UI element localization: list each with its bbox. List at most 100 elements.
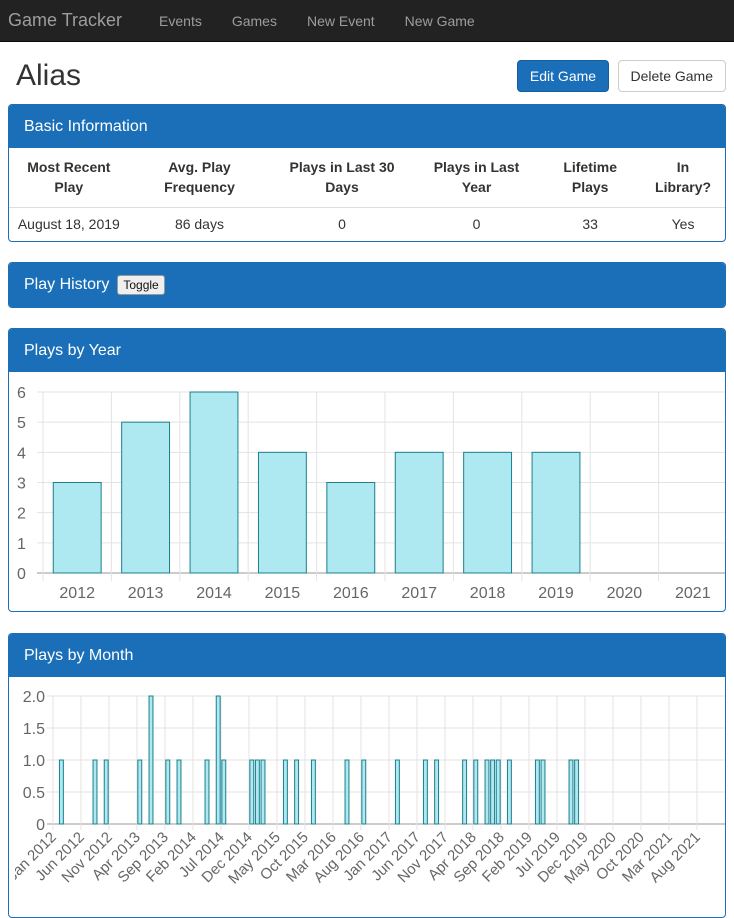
year-y-tick-label: 3: [17, 476, 26, 493]
year-y-tick-label: 1: [17, 536, 26, 553]
month-bar: [484, 759, 490, 825]
year-x-tick-label: 2014: [196, 585, 232, 602]
nav-link-new-event[interactable]: New Event: [306, 12, 375, 29]
value-plays-last-30-days: 0: [338, 216, 346, 232]
edit-game-button[interactable]: Edit Game: [516, 60, 610, 92]
navbar: Game Tracker Events Games New Event New …: [0, 0, 734, 42]
year-bar-2016: [326, 482, 376, 574]
month-bar: [495, 759, 501, 825]
month-bar: [103, 759, 109, 825]
year-x-tick-label: 2016: [333, 585, 369, 602]
year-y-tick-label: 6: [17, 385, 26, 402]
month-bar: [221, 759, 227, 825]
year-x-tick-label: 2015: [265, 585, 301, 602]
month-bar: [148, 695, 154, 825]
play-history-panel: Play History Toggle: [8, 262, 726, 308]
plays-by-year-panel: Plays by Year 0 1 2 3 4 5 6 2012 2013 2014 2015 201…: [8, 328, 726, 612]
basic-info-table: Most Recent Play Avg. Play Frequency Pla…: [9, 148, 725, 241]
year-y-tick-label: 4: [17, 445, 26, 462]
year-y-tick-label: 2: [17, 506, 26, 523]
month-bar: [462, 759, 468, 825]
value-avg-play-frequency: 86 days: [174, 216, 224, 232]
month-bar: [294, 759, 300, 825]
month-y-tick-label: 0.5: [23, 785, 45, 802]
year-x-tick-label: 2019: [538, 585, 574, 602]
month-bar: [506, 759, 512, 825]
year-y-tick-label: 5: [17, 415, 26, 432]
header-lifetime-plays: Lifetime Plays: [539, 148, 642, 208]
month-bar: [574, 759, 580, 825]
basic-info-panel: Basic Information Most Recent Play Avg. …: [8, 104, 726, 242]
nav-link-events[interactable]: Events: [159, 12, 202, 29]
plays-by-month-panel: Plays by Month 0 0.5 1.0 1.5 2.0 Jan 2012 Jun …: [8, 633, 726, 918]
plays-by-year-chart: 0 1 2 3 4 5 6 2012 2013 2014 2015 2016 2017 2018 2019 2…: [17, 385, 725, 602]
plays-by-year-heading: Plays by Year: [9, 329, 725, 372]
header-most-recent-play: Most Recent Play: [9, 148, 129, 208]
year-x-tick-label: 2021: [675, 585, 711, 602]
page-title: Alias: [16, 59, 82, 92]
month-bar: [176, 759, 182, 825]
month-bar: [344, 759, 350, 825]
month-bar: [361, 759, 367, 825]
header-in-library: In Library?: [641, 148, 725, 208]
value-in-library: Yes: [671, 216, 695, 232]
month-bar: [165, 759, 171, 825]
year-bar-2013: [121, 421, 171, 574]
delete-game-button[interactable]: Delete Game: [617, 60, 726, 92]
plays-by-year-chart-body: 0 1 2 3 4 5 6 2012 2013 2014 2015 2016 2017 2018 2019 2…: [9, 372, 725, 611]
month-bar: [254, 759, 260, 825]
year-bar-2019: [531, 451, 581, 574]
header-avg-play-frequency: Avg. Play Frequency: [128, 148, 271, 208]
year-x-tick-label: 2012: [59, 585, 95, 602]
play-history-title: Play History: [24, 276, 110, 293]
month-bar: [473, 759, 479, 825]
month-bar: [260, 759, 266, 825]
month-bar: [394, 759, 400, 825]
table-row: August 18, 2019 86 days 0 0 33 Yes: [9, 208, 725, 242]
month-bar: [137, 759, 143, 825]
nav-link-new-game[interactable]: New Game: [404, 12, 475, 29]
value-plays-last-year: 0: [472, 216, 481, 232]
header-plays-last-30-days: Plays in Last 30 Days: [270, 148, 414, 208]
month-bar: [215, 695, 221, 825]
month-y-tick-label: 1.0: [23, 753, 45, 770]
month-bar: [422, 759, 428, 825]
month-bar: [490, 759, 496, 825]
month-bar: [204, 759, 210, 825]
year-bar-2012: [52, 482, 102, 574]
month-bar: [310, 759, 316, 825]
plays-by-month-chart-body: 0 0.5 1.0 1.5 2.0 Jan 2012 Jun 2012 Nov 2012 Apr…: [9, 677, 725, 917]
play-history-toggle-button[interactable]: Toggle: [117, 275, 165, 295]
year-x-tick-label: 2017: [401, 585, 437, 602]
month-bar: [92, 759, 98, 825]
year-x-tick-label: 2018: [470, 585, 506, 602]
basic-info-header-row: Most Recent Play Avg. Play Frequency Pla…: [9, 148, 725, 208]
month-bar: [434, 759, 440, 825]
year-bar-2017: [394, 451, 444, 574]
year-x-tick-label: 2013: [128, 585, 164, 602]
basic-info-heading: Basic Information: [9, 105, 725, 148]
plays-by-month-heading: Plays by Month: [9, 634, 725, 677]
month-y-tick-label: 0: [36, 817, 45, 834]
month-bar: [58, 759, 64, 825]
nav-link-games[interactable]: Games: [231, 12, 277, 29]
year-bar-2015: [257, 451, 307, 574]
month-bar: [282, 759, 288, 825]
value-most-recent-play: August 18, 2019: [17, 216, 120, 232]
header-actions: Edit Game Delete Game: [513, 60, 726, 92]
year-x-tick-label: 2020: [607, 585, 643, 602]
month-bar: [568, 759, 574, 825]
header-plays-last-year: Plays in Last Year: [413, 148, 540, 208]
year-bar-2014: [189, 391, 239, 574]
month-bar: [540, 759, 546, 825]
page-header: Alias Edit Game Delete Game: [16, 58, 726, 94]
month-y-tick-label: 2.0: [23, 689, 45, 706]
month-bar: [249, 759, 255, 825]
brand-link[interactable]: Game Tracker: [8, 10, 123, 30]
play-history-heading: Play History Toggle: [9, 263, 725, 307]
value-lifetime-plays: 33: [582, 216, 598, 232]
year-y-tick-label: 0: [17, 566, 26, 583]
year-bar-2018: [463, 451, 513, 574]
month-bar: [534, 759, 540, 825]
